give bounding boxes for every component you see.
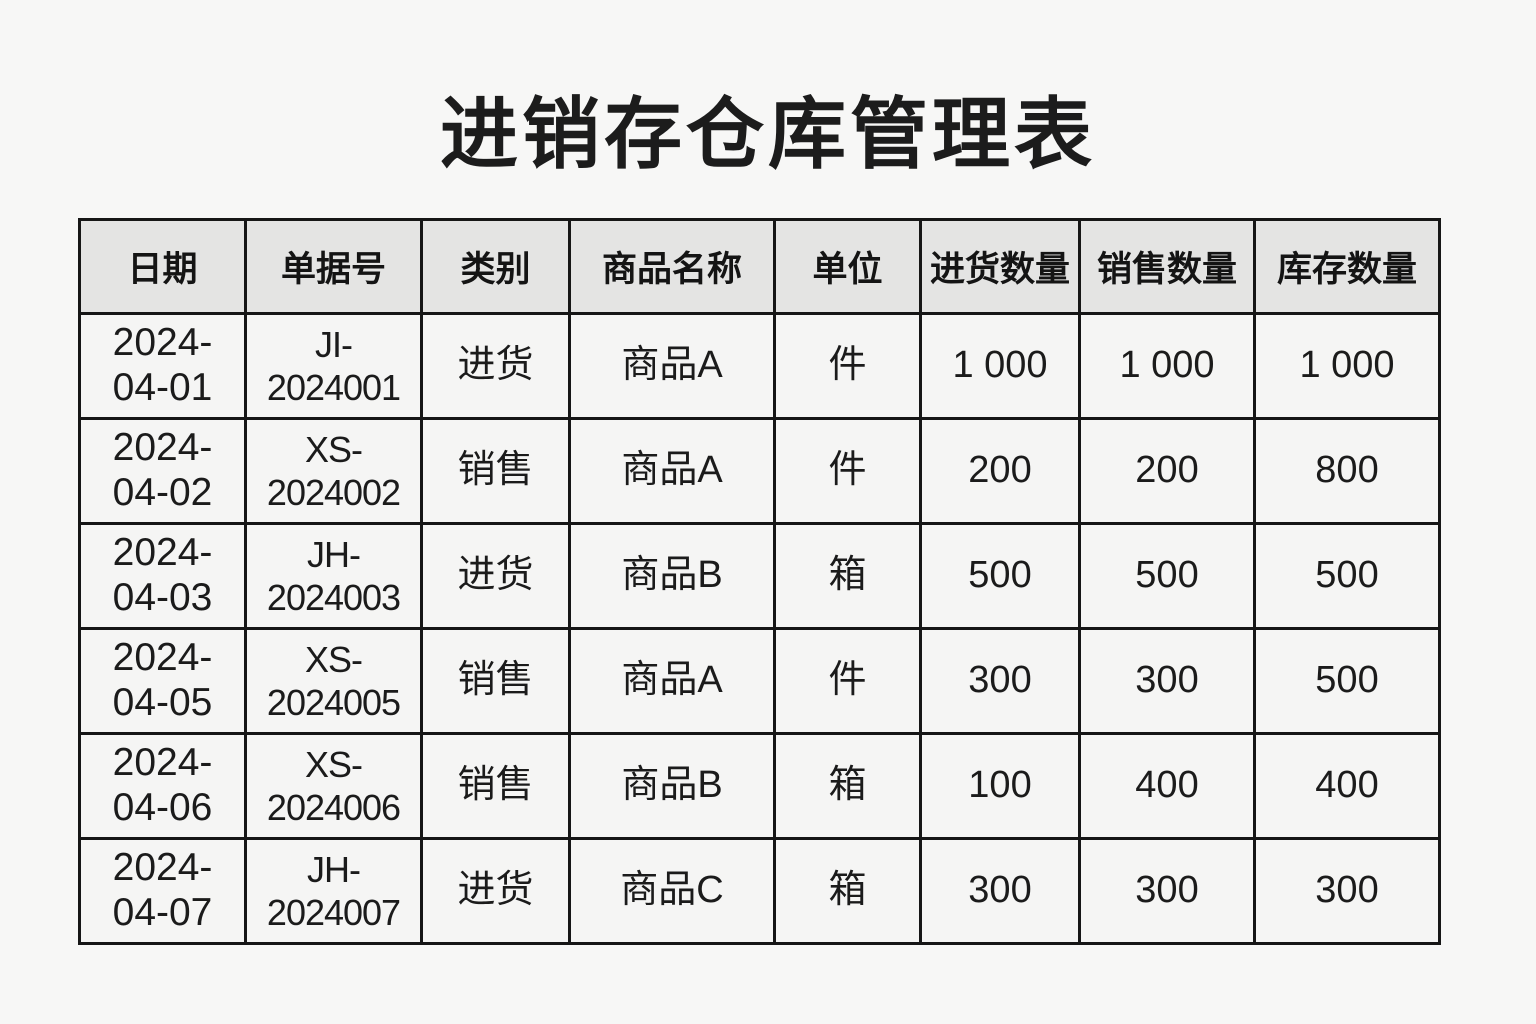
cell-product-name: 商品C <box>568 837 776 945</box>
cell-stock-qty: 1 000 <box>1253 312 1441 420</box>
cell-purchase-qty: 1 000 <box>919 312 1081 420</box>
cell-date: 2024-04-06 <box>78 732 247 840</box>
cell-product-name: 商品A <box>568 627 776 735</box>
header-doc-number: 单据号 <box>244 218 423 315</box>
table-row: 2024-04-06 XS-2024006 销售 商品B 箱 100 400 4… <box>78 732 1441 840</box>
table-row: 2024-04-01 JI-2024001 进货 商品A 件 1 000 1 0… <box>78 312 1441 420</box>
header-unit: 单位 <box>773 218 922 315</box>
cell-sales-qty: 400 <box>1078 732 1256 840</box>
cell-date: 2024-04-05 <box>78 627 247 735</box>
cell-doc-number: XS-2024002 <box>244 417 423 525</box>
header-stock-qty: 库存数量 <box>1253 218 1441 315</box>
header-sales-qty: 销售数量 <box>1078 218 1256 315</box>
inventory-table: 日期 单据号 类别 商品名称 单位 进货数量 销售数量 库存数量 2024-04… <box>78 218 1441 945</box>
cell-doc-number: XS-2024006 <box>244 732 423 840</box>
cell-sales-qty: 200 <box>1078 417 1256 525</box>
cell-date: 2024-04-03 <box>78 522 247 630</box>
cell-category: 销售 <box>420 732 571 840</box>
cell-date: 2024-04-02 <box>78 417 247 525</box>
cell-unit: 件 <box>773 312 922 420</box>
page-title: 进销存仓库管理表 <box>439 90 1096 178</box>
cell-doc-number: JH-2024003 <box>244 522 423 630</box>
cell-category: 进货 <box>420 837 571 945</box>
cell-date: 2024-04-07 <box>78 837 247 945</box>
cell-date: 2024-04-01 <box>78 312 247 420</box>
cell-category: 进货 <box>420 522 571 630</box>
cell-unit: 箱 <box>773 837 922 945</box>
table-row: 2024-04-02 XS-2024002 销售 商品A 件 200 200 8… <box>78 417 1441 525</box>
cell-category: 销售 <box>420 627 571 735</box>
table-row: 2024-04-07 JH-2024007 进货 商品C 箱 300 300 3… <box>78 837 1441 945</box>
table-header-row: 日期 单据号 类别 商品名称 单位 进货数量 销售数量 库存数量 <box>78 218 1441 315</box>
cell-unit: 件 <box>773 627 922 735</box>
cell-category: 进货 <box>420 312 571 420</box>
header-date: 日期 <box>78 218 247 315</box>
cell-purchase-qty: 300 <box>919 837 1081 945</box>
cell-stock-qty: 800 <box>1253 417 1441 525</box>
cell-sales-qty: 300 <box>1078 627 1256 735</box>
cell-product-name: 商品B <box>568 522 776 630</box>
cell-product-name: 商品A <box>568 417 776 525</box>
header-category: 类别 <box>420 218 571 315</box>
cell-sales-qty: 500 <box>1078 522 1256 630</box>
cell-unit: 箱 <box>773 522 922 630</box>
table-row: 2024-04-05 XS-2024005 销售 商品A 件 300 300 5… <box>78 627 1441 735</box>
cell-stock-qty: 500 <box>1253 627 1441 735</box>
cell-category: 销售 <box>420 417 571 525</box>
header-purchase-qty: 进货数量 <box>919 218 1081 315</box>
cell-product-name: 商品B <box>568 732 776 840</box>
cell-doc-number: JI-2024001 <box>244 312 423 420</box>
cell-purchase-qty: 200 <box>919 417 1081 525</box>
cell-doc-number: JH-2024007 <box>244 837 423 945</box>
cell-stock-qty: 400 <box>1253 732 1441 840</box>
cell-purchase-qty: 100 <box>919 732 1081 840</box>
cell-stock-qty: 500 <box>1253 522 1441 630</box>
cell-sales-qty: 1 000 <box>1078 312 1256 420</box>
table-row: 2024-04-03 JH-2024003 进货 商品B 箱 500 500 5… <box>78 522 1441 630</box>
cell-product-name: 商品A <box>568 312 776 420</box>
cell-unit: 箱 <box>773 732 922 840</box>
cell-sales-qty: 300 <box>1078 837 1256 945</box>
header-product-name: 商品名称 <box>568 218 776 315</box>
cell-doc-number: XS-2024005 <box>244 627 423 735</box>
cell-stock-qty: 300 <box>1253 837 1441 945</box>
cell-purchase-qty: 300 <box>919 627 1081 735</box>
cell-purchase-qty: 500 <box>919 522 1081 630</box>
cell-unit: 件 <box>773 417 922 525</box>
